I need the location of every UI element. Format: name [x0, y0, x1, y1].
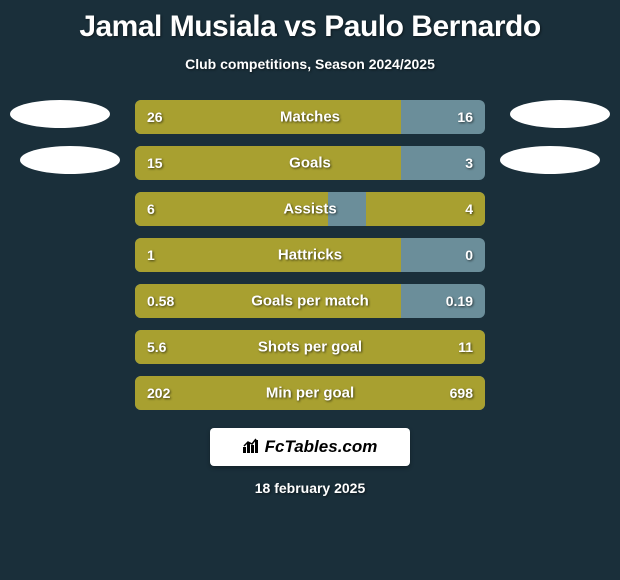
stat-value-right: 11 — [458, 339, 473, 355]
stat-value-left: 202 — [147, 385, 170, 401]
chart-icon — [243, 437, 261, 458]
stat-value-right: 3 — [465, 155, 473, 171]
footer-logo[interactable]: FcTables.com — [210, 428, 410, 466]
player-right-ellipse-1 — [510, 100, 610, 128]
bar-left — [135, 146, 401, 180]
stat-row-goals: 15 Goals 3 — [135, 146, 485, 180]
stat-value-right: 16 — [457, 109, 473, 125]
stat-value-left: 0.58 — [147, 293, 174, 309]
footer-logo-text: FcTables.com — [243, 437, 378, 458]
stat-value-right: 4 — [465, 201, 473, 217]
stat-label: Goals — [289, 155, 331, 172]
stat-label: Shots per goal — [258, 339, 362, 356]
stat-label: Matches — [280, 109, 340, 126]
player-right-ellipse-2 — [500, 146, 600, 174]
stat-value-left: 6 — [147, 201, 155, 217]
footer-date: 18 february 2025 — [0, 480, 620, 496]
stat-label: Hattricks — [278, 247, 342, 264]
stat-row-hattricks: 1 Hattricks 0 — [135, 238, 485, 272]
player-left-ellipse-1 — [10, 100, 110, 128]
stat-row-assists: 6 Assists 4 — [135, 192, 485, 226]
stat-row-shots-per-goal: 5.6 Shots per goal 11 — [135, 330, 485, 364]
stat-row-min-per-goal: 202 Min per goal 698 — [135, 376, 485, 410]
stat-row-goals-per-match: 0.58 Goals per match 0.19 — [135, 284, 485, 318]
brand-name: FcTables.com — [265, 437, 378, 457]
stat-row-matches: 26 Matches 16 — [135, 100, 485, 134]
stat-label: Min per goal — [266, 385, 354, 402]
bar-left — [135, 100, 401, 134]
stat-value-left: 15 — [147, 155, 163, 171]
comparison-subtitle: Club competitions, Season 2024/2025 — [0, 56, 620, 72]
stat-value-left: 1 — [147, 247, 155, 263]
player-left-ellipse-2 — [20, 146, 120, 174]
comparison-title: Jamal Musiala vs Paulo Bernardo — [0, 0, 620, 44]
stat-value-right: 698 — [450, 385, 473, 401]
stat-value-right: 0 — [465, 247, 473, 263]
bar-left — [135, 238, 401, 272]
stat-value-right: 0.19 — [446, 293, 473, 309]
stat-label: Goals per match — [251, 293, 369, 310]
stats-container: 26 Matches 16 15 Goals 3 6 Assists 4 1 H… — [0, 100, 620, 410]
stat-label: Assists — [283, 201, 336, 218]
stat-value-left: 5.6 — [147, 339, 166, 355]
stat-value-left: 26 — [147, 109, 163, 125]
